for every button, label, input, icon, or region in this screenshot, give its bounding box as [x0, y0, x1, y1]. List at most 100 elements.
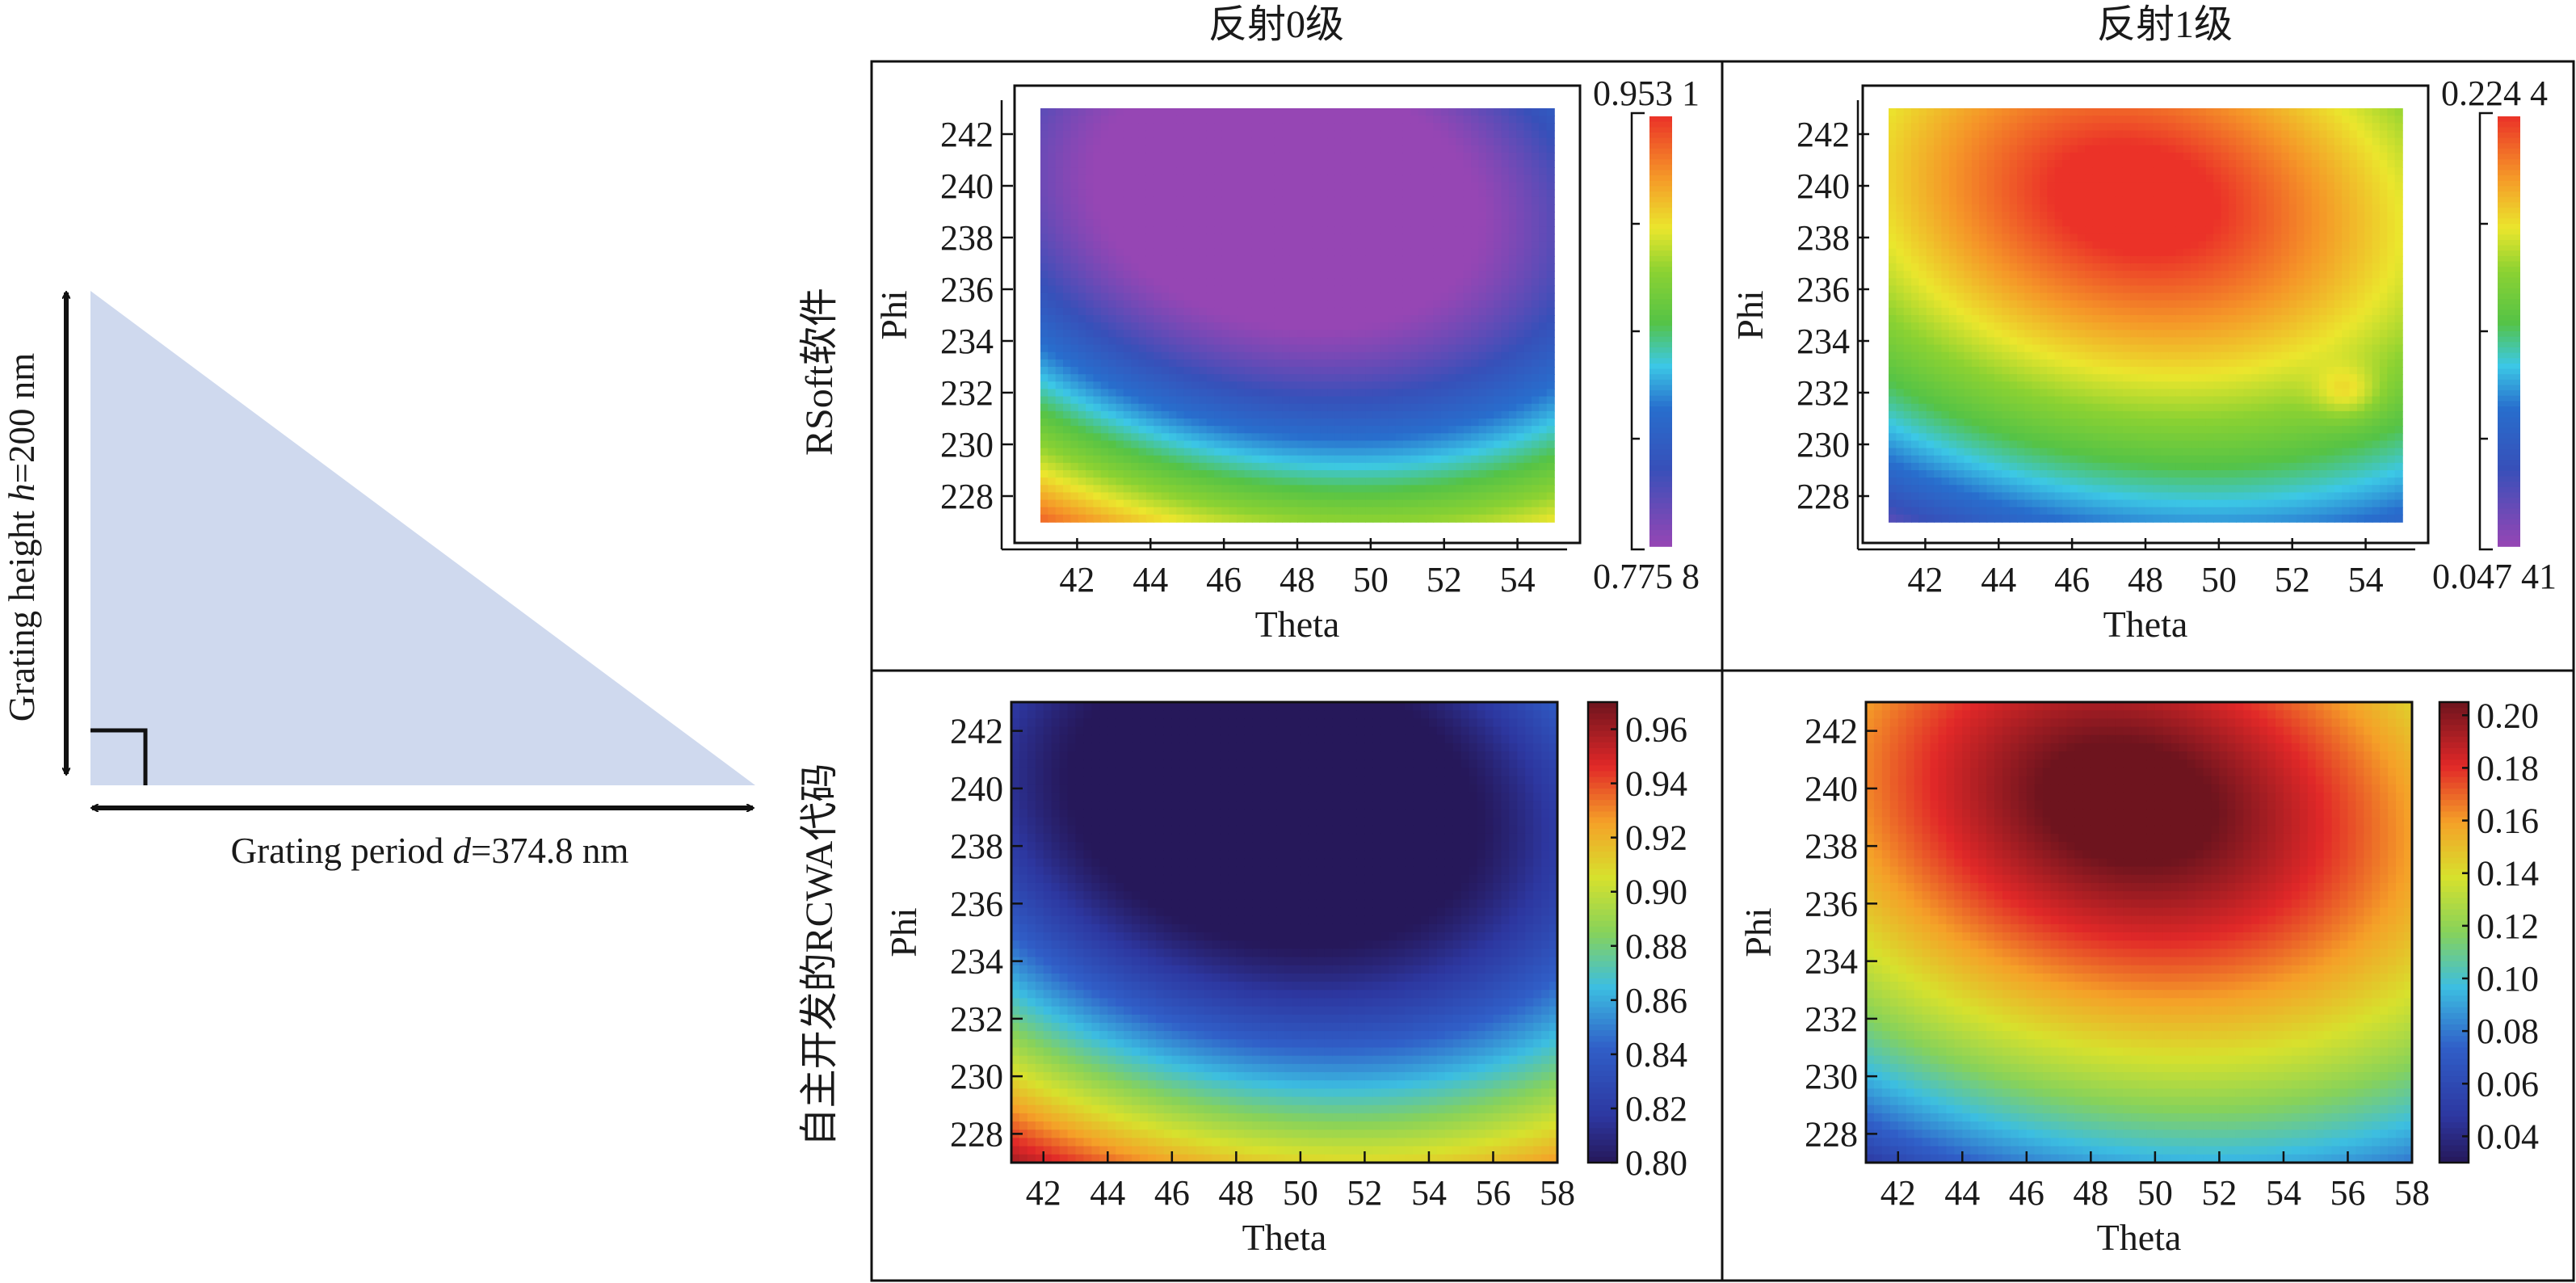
heat-cell — [1941, 499, 1950, 508]
heat-cell — [1402, 389, 1412, 398]
heat-cell — [1274, 212, 1284, 220]
heat-cell — [1546, 108, 1555, 116]
heat-cell — [2009, 403, 2018, 412]
heat-cell — [1183, 137, 1192, 146]
heat-cell — [1380, 300, 1389, 309]
heat-cell — [1334, 403, 1343, 412]
heat-cell — [1964, 337, 1973, 346]
heat-cell — [1259, 167, 1268, 176]
heat-cell — [1183, 322, 1192, 331]
heat-cell — [1365, 410, 1374, 419]
heat-cell — [2024, 233, 2033, 242]
heat-cell — [1478, 255, 1487, 264]
heat-cell — [1365, 285, 1374, 294]
heat-cell — [1320, 470, 1329, 478]
colorbar-segment — [1649, 196, 1672, 204]
heat-cell — [1402, 507, 1412, 515]
heat-cell — [1312, 485, 1321, 494]
heat-cell — [1199, 419, 1208, 427]
heat-cell — [1297, 462, 1306, 471]
heat-cell — [1048, 440, 1057, 449]
heat-cell — [1289, 315, 1298, 323]
heat-cell — [1093, 367, 1102, 375]
heat-cell — [1456, 507, 1464, 515]
heat-cell — [1903, 426, 1912, 435]
heat-cell — [1471, 152, 1480, 161]
heat-cell — [1312, 219, 1321, 228]
heat-cell — [1191, 196, 1200, 205]
heat-cell — [1334, 462, 1343, 471]
heat-cell — [1418, 175, 1427, 183]
heat-cell — [1154, 337, 1162, 346]
heat-cell — [1956, 315, 1965, 323]
heat-cell — [1289, 167, 1298, 176]
heat-cell — [1433, 440, 1442, 449]
heat-cell — [1267, 485, 1275, 494]
heat-cell — [1546, 396, 1555, 405]
heat-cell — [1289, 175, 1298, 183]
heat-cell — [1523, 315, 1532, 323]
heat-cell — [1259, 374, 1268, 383]
heat-cell — [1199, 477, 1208, 486]
heat-cell — [1889, 226, 1897, 235]
heat-cell — [1320, 433, 1329, 442]
heat-cell — [1116, 507, 1124, 515]
heat-cell — [1161, 212, 1170, 220]
heat-cell — [1501, 255, 1510, 264]
heat-cell — [1402, 381, 1412, 390]
heat-cell — [1154, 455, 1162, 464]
heat-cell — [1123, 499, 1133, 508]
heat-cell — [1138, 426, 1147, 435]
heat-cell — [1986, 410, 1995, 419]
heat-cell — [2017, 322, 2026, 331]
heat-cell — [1516, 499, 1525, 508]
heat-cell — [1274, 271, 1284, 280]
heat-cell — [1971, 359, 1981, 368]
heat-cell — [1463, 219, 1472, 228]
heat-cell — [1941, 255, 1950, 264]
heat-cell — [1343, 462, 1351, 471]
heat-cell — [1440, 226, 1449, 235]
heat-cell — [1979, 485, 1988, 494]
heat-cell — [1896, 263, 1905, 271]
heat-cell — [1903, 396, 1912, 405]
heat-cell — [1145, 167, 1155, 176]
heat-cell — [1418, 514, 1427, 523]
heat-cell — [1365, 182, 1374, 191]
heat-cell — [1199, 315, 1208, 323]
heat-cell — [1138, 315, 1147, 323]
heat-cell — [1145, 410, 1155, 419]
heat-cell — [1229, 307, 1238, 316]
heat-cell — [2017, 389, 2026, 398]
heat-cell — [2002, 367, 2011, 375]
heat-cell — [1282, 419, 1291, 427]
heat-cell — [1418, 440, 1427, 449]
heat-cell — [1206, 433, 1215, 442]
heat-cell — [1154, 470, 1162, 478]
heat-cell — [1244, 137, 1253, 146]
heat-cell — [1486, 389, 1494, 398]
heat-cell — [1418, 477, 1427, 486]
heat-cell — [1176, 419, 1185, 427]
heat-cell — [1471, 359, 1480, 368]
heat-cell — [1161, 330, 1170, 339]
heat-cell — [1948, 212, 1957, 220]
heat-cell — [1138, 492, 1147, 501]
heat-cell — [1941, 152, 1950, 161]
x-tick-label: 54 — [1500, 560, 1536, 599]
heat-cell — [1145, 477, 1155, 486]
heat-cell — [1903, 130, 1912, 139]
heat-cell — [1206, 330, 1215, 339]
heat-cell — [1343, 419, 1351, 427]
heat-cell — [2024, 160, 2033, 168]
heat-cell — [1161, 196, 1170, 205]
heat-cell — [1199, 145, 1208, 154]
heat-cell — [1123, 248, 1133, 257]
heat-cell — [1214, 189, 1223, 198]
heat-cell — [1297, 160, 1306, 168]
heat-cell — [1221, 278, 1230, 287]
heat-cell — [1948, 108, 1957, 116]
heat-cell — [1191, 241, 1200, 250]
heat-cell — [1433, 233, 1442, 242]
heat-cell — [1237, 514, 1246, 523]
